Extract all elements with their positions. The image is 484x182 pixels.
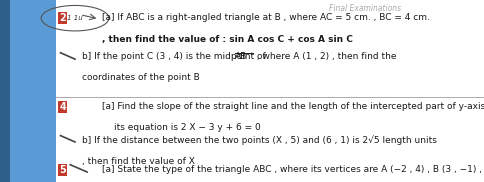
Text: 4: 4 (60, 102, 66, 112)
Text: [a] Find the slope of the straight line and the length of the intercepted part o: [a] Find the slope of the straight line … (102, 102, 484, 111)
Text: AB: AB (235, 52, 247, 61)
Text: b] If the point C (3 , 4) is the midpoint of: b] If the point C (3 , 4) is the midpoin… (82, 52, 269, 61)
Text: [a] State the type of the triangle ABC , where its vertices are A (−2 , 4) , B (: [a] State the type of the triangle ABC ,… (102, 165, 484, 174)
Bar (0, 0, 10, 182)
Text: b] If the distance between the two points (X , 5) and (6 , 1) is 2√5 length unit: b] If the distance between the two point… (82, 136, 437, 145)
Bar (0, 0, 56, 182)
Text: , then find the value of X: , then find the value of X (82, 157, 195, 165)
Text: Final Examinations: Final Examinations (329, 4, 401, 13)
Text: 2: 2 (60, 13, 66, 23)
Text: , then find the value of : sin A cos C + cos A sin C: , then find the value of : sin A cos C +… (102, 35, 352, 43)
Text: 5: 5 (60, 165, 66, 175)
Text: its equation is 2 X − 3 y + 6 = 0: its equation is 2 X − 3 y + 6 = 0 (114, 123, 260, 132)
Text: 1 1u: 1 1u (67, 15, 83, 21)
Text: coordinates of the point B: coordinates of the point B (82, 73, 200, 82)
Text: [a] If ABC is a right-angled triangle at B , where AC = 5 cm. , BC = 4 cm.: [a] If ABC is a right-angled triangle at… (102, 13, 429, 22)
Text: , where A (1 , 2) , then find the: , where A (1 , 2) , then find the (254, 52, 396, 61)
